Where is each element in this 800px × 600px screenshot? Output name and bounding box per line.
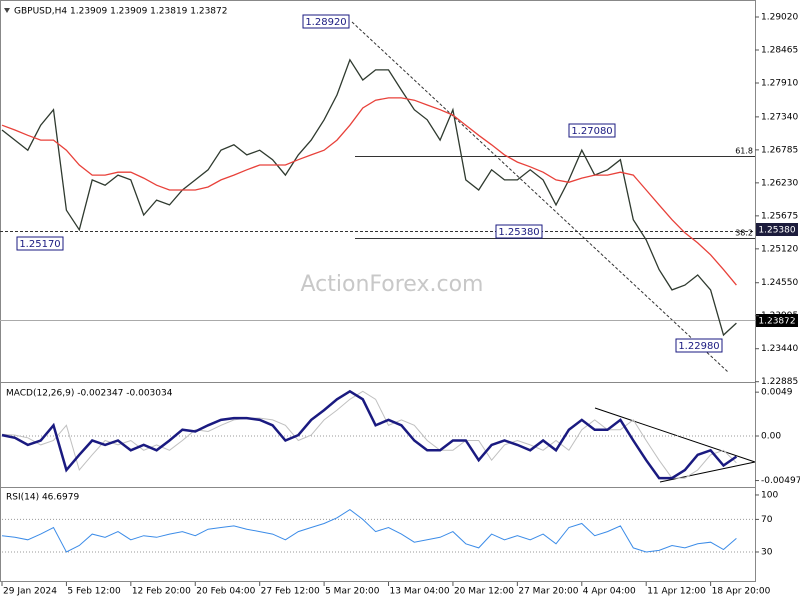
watermark: ActionForex.com [301, 272, 484, 297]
annotation: 1.27080 [571, 126, 612, 137]
panel-title: RSI(14) 46.6979 [6, 493, 79, 503]
x-tick-label: 20 Mar 12:00 [454, 587, 514, 597]
level-label: 1.25380 [758, 226, 795, 236]
y-tick-label: 0.00 [761, 432, 781, 442]
y-tick-label: 0.0049 [761, 388, 793, 398]
fib-label: 38.2 [735, 229, 753, 238]
x-tick-label: 5 Mar 20:00 [325, 587, 380, 597]
trend-line [351, 21, 729, 373]
series-line [1, 58, 737, 337]
x-tick-label: 29 Jan 2024 [3, 587, 57, 597]
annotation: 1.25170 [19, 239, 60, 250]
annotation: 1.25380 [498, 227, 539, 238]
macd-trend-line [659, 461, 756, 483]
annotation-box [302, 14, 350, 29]
level-label-box [756, 223, 798, 236]
x-tick-label: 12 Feb 20:00 [132, 587, 191, 597]
y-tick-label: -0.004978 [761, 476, 800, 486]
y-tick-label: 30 [761, 547, 773, 557]
y-tick-label: 1.23995 [761, 311, 798, 321]
y-tick-label: 1.27340 [761, 112, 798, 122]
series-line [1, 390, 737, 479]
last-price-label: 1.23872 [758, 317, 795, 327]
y-tick-label: 1.28465 [761, 45, 798, 55]
x-tick-label: 20 Feb 04:00 [196, 587, 255, 597]
series-line [1, 389, 738, 480]
x-tick-label: 11 Apr 12:00 [647, 587, 706, 597]
x-tick-label: 4 Apr 04:00 [583, 587, 636, 597]
x-tick-label: 5 Feb 12:00 [67, 587, 121, 597]
annotations: 1.28920 1.25170 1.25380 1.27080 1.22980 … [16, 14, 753, 353]
x-tick-label: 13 Mar 04:00 [390, 587, 450, 597]
annotation-box [495, 224, 543, 239]
last-price-box [756, 314, 798, 327]
y-tick-label: 1.22885 [761, 377, 798, 387]
y-tick-label: 1.25675 [761, 211, 798, 221]
x-tick-label: 27 Mar 20:00 [518, 587, 578, 597]
annotation-box [675, 338, 723, 353]
y-tick-label: 1.23440 [761, 344, 798, 354]
plot-frame [0, 0, 756, 582]
y-tick-label: 100 [761, 490, 778, 500]
y-tick-label: 1.27910 [761, 78, 798, 88]
x-tick-label: 18 Apr 20:00 [712, 587, 771, 597]
y-tick-label: 1.26230 [761, 178, 798, 188]
annotation-box [568, 123, 616, 138]
x-tick-label: 27 Feb 12:00 [261, 587, 320, 597]
annotation-box [16, 236, 64, 251]
macd-trend-line [594, 407, 756, 463]
y-tick-label: 70 [761, 515, 773, 525]
annotation: 1.22980 [678, 341, 719, 352]
symbol-icon [4, 8, 10, 13]
y-tick-label: 1.29020 [761, 13, 798, 23]
panel-title: MACD(12,26,9) -0.002347 -0.003034 [6, 389, 173, 399]
series-line [1, 508, 737, 553]
y-tick-label: 1.24550 [761, 278, 798, 288]
annotation: 1.28920 [305, 17, 346, 28]
y-tick-label: 1.26785 [761, 145, 798, 155]
series-line [1, 97, 737, 286]
panel-title: GBPUSD,H4 1.23909 1.23909 1.23819 1.2387… [14, 7, 227, 17]
fib-label: 61.8 [735, 147, 753, 156]
y-tick-label: 1.25120 [761, 244, 798, 254]
